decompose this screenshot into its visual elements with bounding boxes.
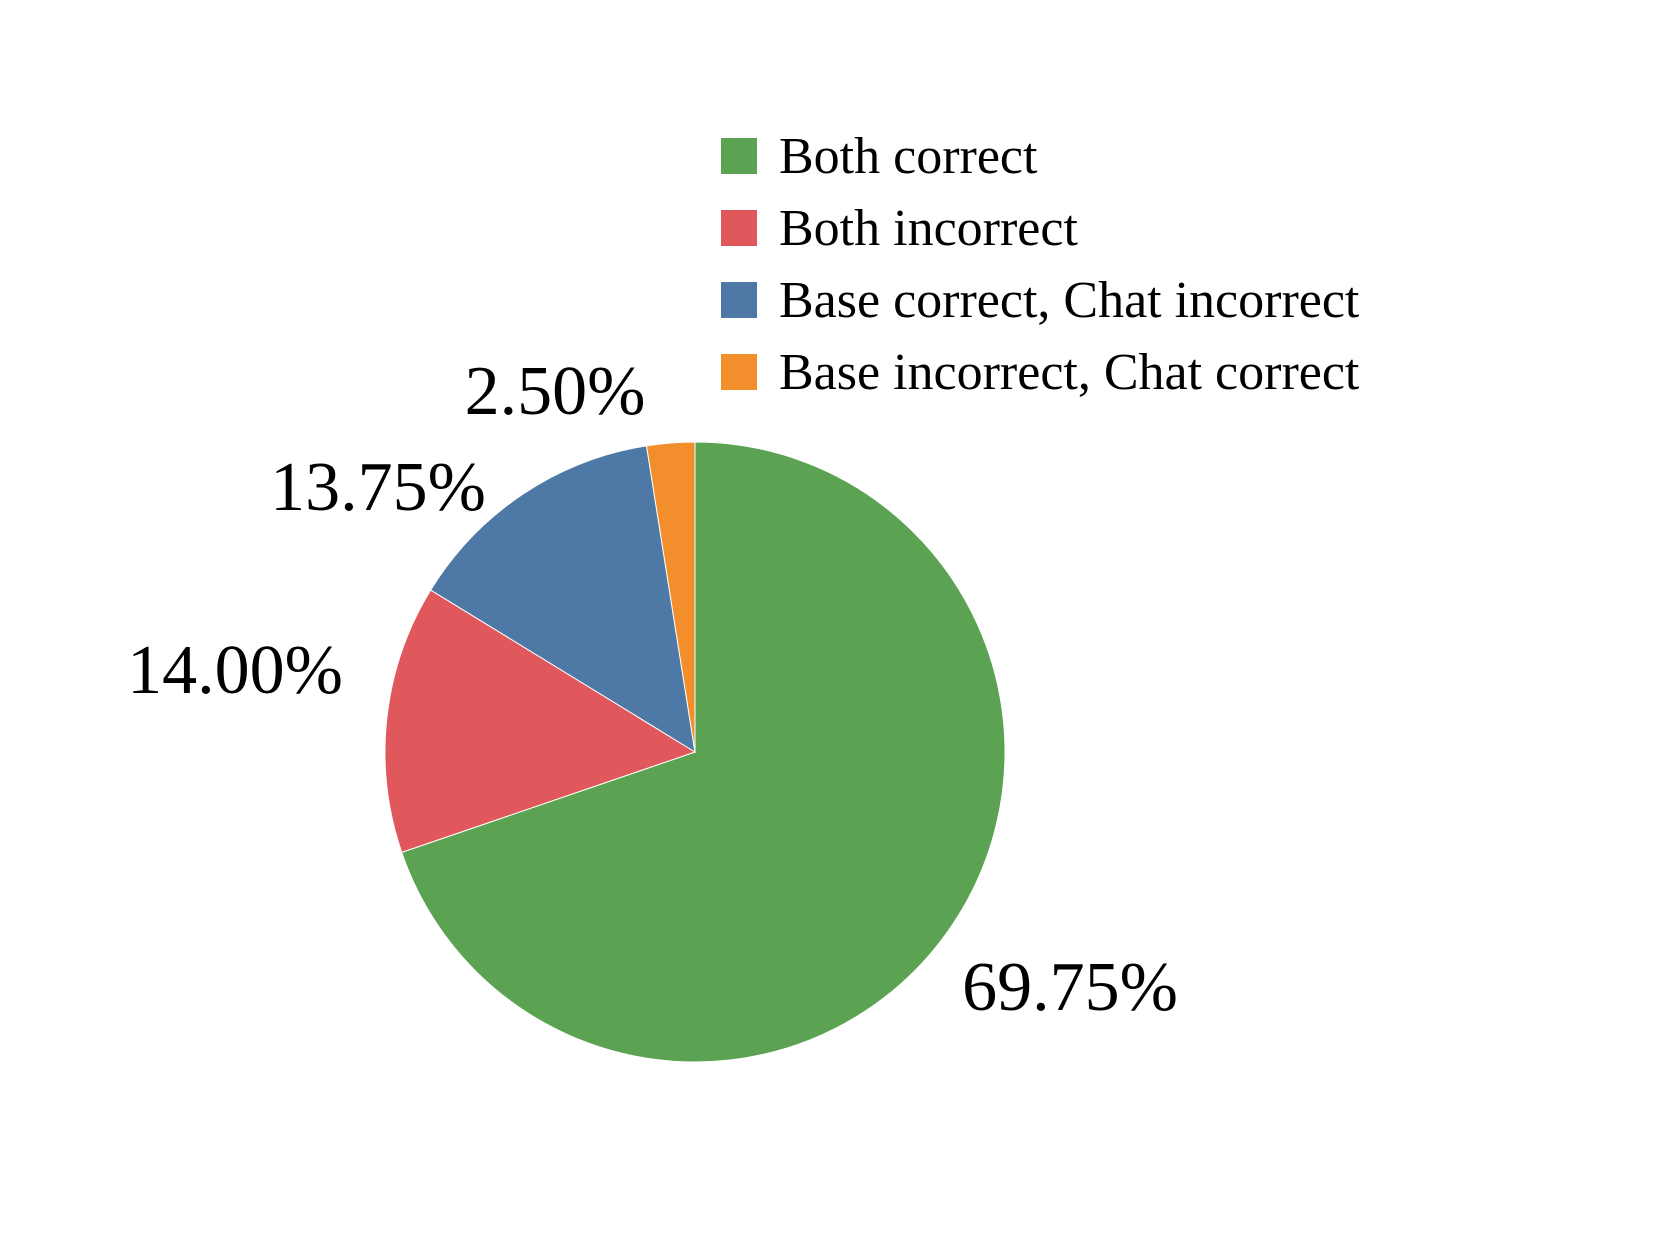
legend-label-base-correct-chat-incorrect: Base correct, Chat incorrect (779, 272, 1360, 329)
pie-slices (384, 441, 1006, 1063)
pie-slice-both-correct (401, 441, 1006, 1063)
data-label-base-correct-chat-incorrect: 13.75% (270, 449, 486, 526)
pie-slice-base-incorrect-chat-correct (645, 441, 696, 753)
legend-label-base-incorrect-chat-correct: Base incorrect, Chat correct (779, 344, 1360, 401)
pie-slice-both-incorrect (384, 589, 697, 854)
legend: Both correct Both incorrect Base correct, … (721, 128, 1360, 401)
legend-label-both-correct: Both correct (779, 128, 1038, 185)
data-label-base-incorrect-chat-correct: 2.50% (465, 353, 646, 430)
legend-swatch-both-incorrect (721, 210, 757, 246)
data-label-both-correct: 69.75% (962, 949, 1178, 1026)
legend-label-both-incorrect: Both incorrect (779, 200, 1078, 257)
pie-slice-base-correct-chat-incorrect (429, 445, 696, 753)
pie-data-labels: 69.75% 14.00% 13.75% 2.50% (127, 353, 1178, 1026)
legend-swatch-base-correct-chat-incorrect (721, 282, 757, 318)
legend-swatch-base-incorrect-chat-correct (721, 354, 757, 390)
legend-swatch-both-correct (721, 138, 757, 174)
data-label-both-incorrect: 14.00% (127, 632, 343, 709)
